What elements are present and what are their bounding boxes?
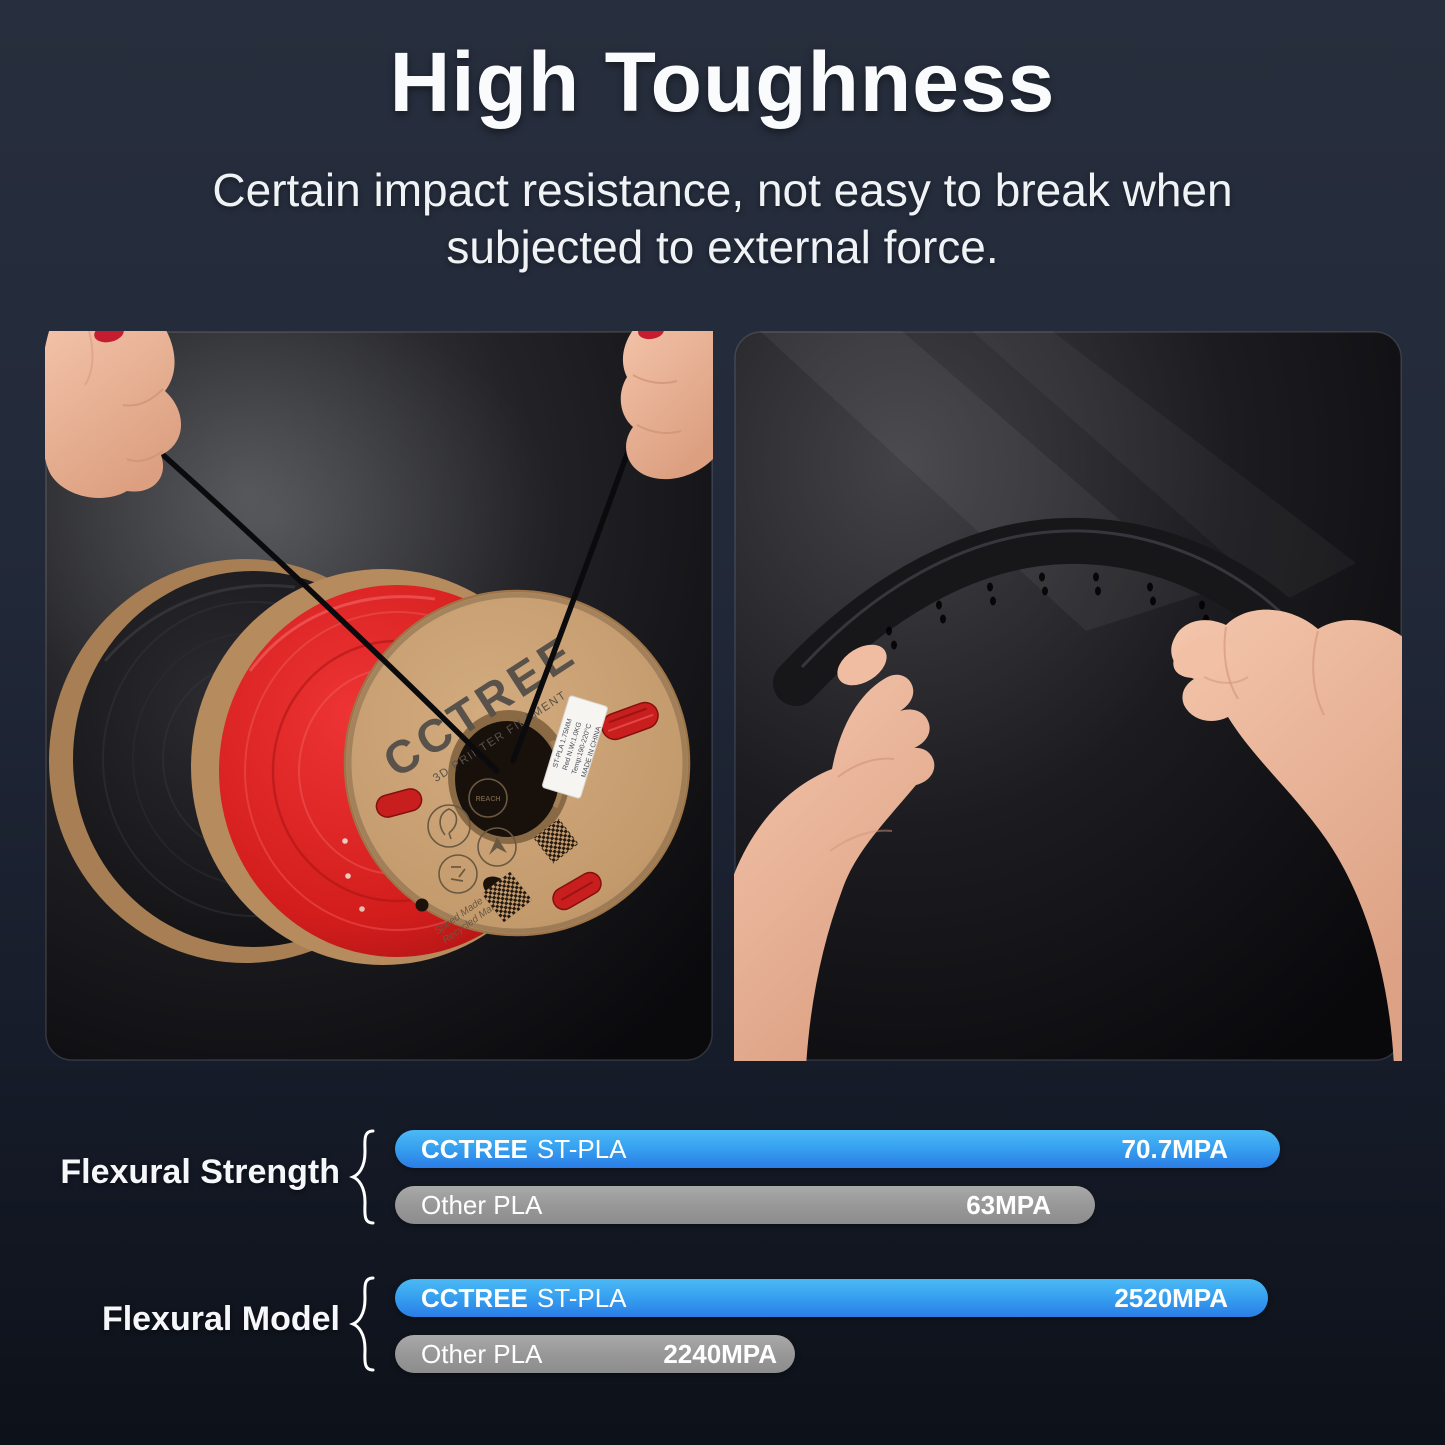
bar-value: 70.7MPA: [1121, 1133, 1228, 1164]
chart-group-label-flexural-strength: Flexural Strength: [60, 1153, 340, 1191]
leaf-icon: [427, 804, 471, 848]
painted-fingernail-right: [638, 331, 664, 340]
bar-label-series: Other PLA: [421, 1189, 543, 1220]
page-subtitle: Certain impact resistance, not easy to b…: [0, 162, 1445, 276]
bar-value: 2520MPA: [1114, 1282, 1228, 1313]
spools-illustration: CCTREE 3D PRINTER FILAMENT: [45, 331, 713, 1061]
right-hand-holding-strand: [620, 331, 713, 480]
reach-icon: [468, 778, 508, 818]
spool-pinhole: [415, 898, 429, 912]
painted-fingernail: [94, 331, 124, 343]
qr-code-small: [533, 818, 579, 864]
bar-other-flexural-model: Other PLA 2240MPA: [395, 1335, 795, 1373]
photo-bending-test: [734, 331, 1402, 1061]
curly-brace-icon: [349, 1129, 375, 1225]
bar-label-brand: CCTREE: [421, 1133, 528, 1164]
spool-cutout-red-bottom: [552, 871, 602, 911]
recycle-icon: [438, 854, 478, 894]
spool-cert-icons: [427, 778, 517, 894]
bar-label: CCTREE ST-PLA: [421, 1134, 627, 1165]
bar-value: 63MPA: [966, 1189, 1051, 1220]
page-title: High Toughness: [389, 35, 1056, 129]
bar-label-series: ST-PLA: [536, 1282, 627, 1313]
bar-label-series: ST-PLA: [536, 1133, 627, 1164]
photo-filament-spools: CCTREE 3D PRINTER FILAMENT: [45, 331, 713, 1061]
bar-label-brand: CCTREE: [421, 1282, 528, 1313]
subtitle-line-2: subjected to external force.: [446, 221, 999, 273]
left-index-fingertip: [837, 644, 887, 686]
light-beam-2: [972, 331, 1356, 603]
bar-label: CCTREE ST-PLA: [421, 1283, 627, 1314]
bar-value: 2240MPA: [663, 1338, 777, 1369]
left-hand-holding-strand: [45, 331, 181, 498]
left-hand-bending: [734, 644, 935, 1061]
bending-illustration: [734, 331, 1402, 1061]
filament-strand-left: [124, 420, 500, 774]
chart-group-label-flexural-model: Flexural Model: [101, 1300, 340, 1338]
spool-cutout-red-left: [375, 788, 423, 818]
spool-center-hole: [455, 721, 559, 837]
bar-other-flexural-strength: Other PLA 63MPA: [395, 1186, 1095, 1224]
qr-code-large: [481, 871, 533, 923]
bar-label: Other PLA: [421, 1190, 542, 1221]
filament-strand-right: [510, 418, 642, 764]
printed-strip-bent: [773, 517, 1319, 706]
curly-brace-icon: [349, 1276, 375, 1372]
spool-cutout-red-top: [601, 701, 659, 741]
bar-cctree-flexural-model: CCTREE ST-PLA 2520MPA: [395, 1279, 1268, 1317]
reach-badge-text: REACH: [476, 796, 501, 803]
bar-cctree-flexural-strength: CCTREE ST-PLA 70.7MPA: [395, 1130, 1280, 1168]
right-thumb: [1173, 636, 1231, 678]
filament-spools: CCTREE 3D PRINTER FILAMENT: [49, 559, 691, 965]
bar-label: Other PLA: [421, 1339, 542, 1370]
subtitle-line-1: Certain impact resistance, not easy to b…: [212, 164, 1233, 216]
right-hand-bending: [1171, 609, 1402, 1061]
bar-label-series: Other PLA: [421, 1338, 543, 1369]
origami-bird-icon: [477, 827, 517, 867]
spool-front-face: CCTREE 3D PRINTER FILAMENT: [343, 589, 691, 946]
